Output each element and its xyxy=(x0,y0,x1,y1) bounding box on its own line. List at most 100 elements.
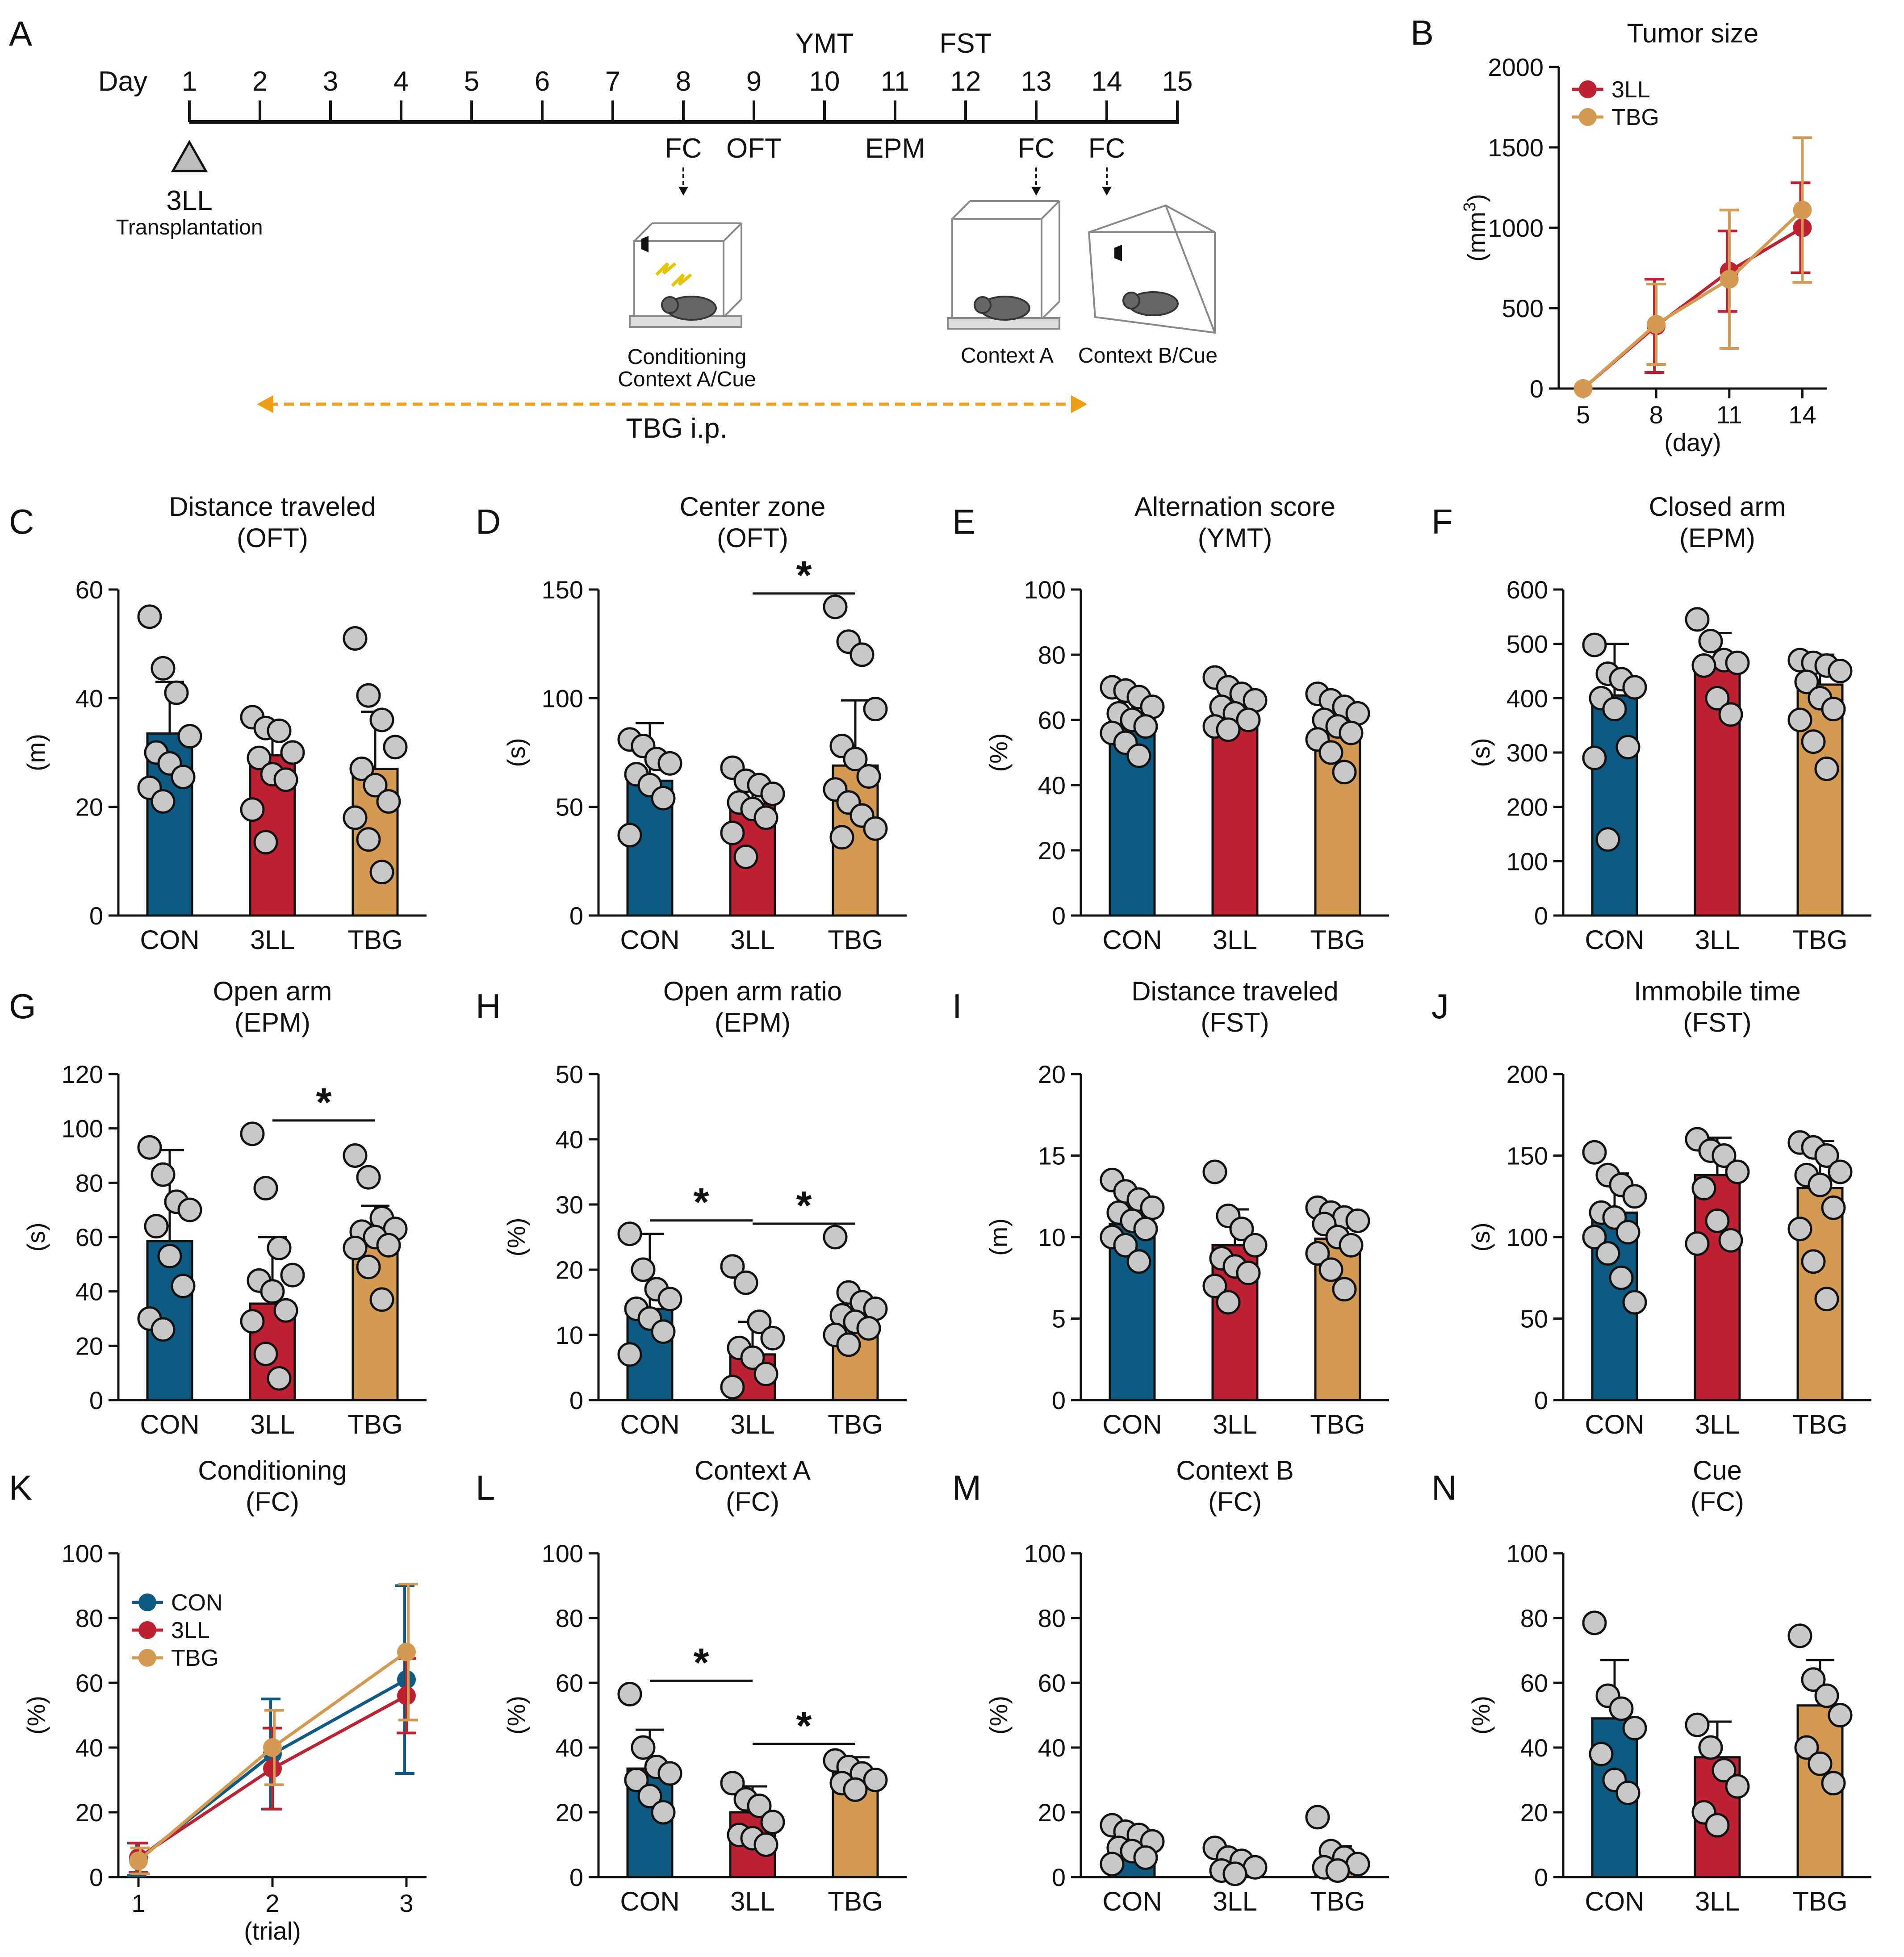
chart-title: Distance traveled xyxy=(169,492,376,522)
chart-title: Open arm ratio xyxy=(663,976,842,1006)
data-point xyxy=(1582,632,1607,657)
transplant-label: 3LL xyxy=(166,185,212,216)
y-tick-label: 20 xyxy=(1038,1798,1066,1827)
data-point xyxy=(369,707,394,732)
data-point xyxy=(823,1225,848,1250)
data-point xyxy=(1140,1195,1165,1220)
tbg-arrow-right-icon xyxy=(1071,395,1088,413)
x-category-label: TBG xyxy=(1310,1409,1365,1439)
data-point xyxy=(1615,1781,1640,1805)
x-category-label: 3LL xyxy=(1695,925,1740,955)
data-point xyxy=(1725,650,1750,675)
legend-label: 3LL xyxy=(171,1618,210,1643)
data-point xyxy=(1332,760,1357,785)
data-point xyxy=(624,1768,649,1792)
data-point xyxy=(1794,1735,1819,1760)
data-point xyxy=(1691,653,1716,678)
data-point xyxy=(1216,717,1241,742)
data-point xyxy=(343,805,368,830)
data-point xyxy=(1595,827,1620,852)
chart-d: D Center zone(OFT) 0 50 100 150 (s) CON 3LL TBG * xyxy=(476,492,907,955)
data-point xyxy=(747,1309,772,1334)
panel-letter: L xyxy=(476,1468,495,1507)
y-tick-label: 80 xyxy=(1038,641,1066,669)
y-axis-label: (s) xyxy=(22,1222,50,1251)
day-tick-label: 9 xyxy=(746,66,762,97)
day-tick-label: 12 xyxy=(950,66,981,97)
y-tick-label: 60 xyxy=(1520,1669,1548,1697)
data-point xyxy=(1216,1290,1241,1315)
x-category-label: TBG xyxy=(1310,925,1365,955)
data-point xyxy=(144,1214,169,1239)
series-point xyxy=(397,1643,416,1662)
x-category-label: TBG xyxy=(1792,925,1847,955)
chart-subtitle: (FST) xyxy=(1683,1008,1751,1037)
tbg-arrow-left-icon xyxy=(257,395,273,413)
data-point xyxy=(1821,1195,1846,1220)
y-tick-label: 80 xyxy=(1520,1604,1548,1632)
y-tick-label: 80 xyxy=(556,1604,583,1632)
series-point xyxy=(263,1738,282,1757)
chart-title: Closed arm xyxy=(1649,492,1786,522)
data-point xyxy=(1685,1231,1710,1256)
x-category-label: CON xyxy=(620,1409,679,1439)
chart-title: Open arm xyxy=(213,976,332,1006)
series-point xyxy=(263,1759,282,1778)
day-tick-label: 7 xyxy=(605,66,620,97)
y-axis-label: (m) xyxy=(22,734,50,771)
panel-letter: E xyxy=(952,502,975,541)
data-point xyxy=(733,845,758,870)
day-tick-label: 10 xyxy=(809,66,840,97)
data-point xyxy=(856,1316,881,1341)
y-axis-label: (%) xyxy=(1467,1696,1495,1735)
x-tick-label: 1 xyxy=(131,1889,145,1917)
x-tick-label: 2 xyxy=(265,1889,279,1917)
data-point xyxy=(829,825,854,850)
y-tick-label: 50 xyxy=(556,793,583,821)
data-point xyxy=(273,767,298,792)
y-tick-label: 60 xyxy=(1038,706,1066,734)
data-point xyxy=(1133,1845,1158,1870)
x-category-label: CON xyxy=(1585,925,1644,955)
x-category-label: CON xyxy=(1585,1886,1644,1916)
legend-label: TBG xyxy=(171,1645,219,1671)
data-point xyxy=(1808,1172,1833,1197)
y-axis-label: (s) xyxy=(502,738,530,767)
data-point xyxy=(349,757,374,781)
data-point xyxy=(651,1319,676,1344)
y-tick-label: 50 xyxy=(556,1060,583,1088)
data-point xyxy=(1602,697,1627,722)
context-a-label: Context A xyxy=(961,344,1054,368)
data-point xyxy=(247,745,272,770)
data-point xyxy=(1787,1217,1812,1242)
data-point xyxy=(1609,1265,1634,1290)
y-tick-label: 0 xyxy=(1534,902,1548,930)
legend-label: CON xyxy=(171,1590,223,1616)
x-axis-label: (day) xyxy=(1664,428,1721,456)
chart-title: Center zone xyxy=(680,492,826,522)
data-point xyxy=(1814,1683,1839,1708)
context-a-chamber-icon xyxy=(947,200,1060,330)
chart-i: I Distance traveled(FST) 0 5 10 15 20 (m) CON 3LL… xyxy=(952,976,1389,1439)
context-b-label: Context B/Cue xyxy=(1078,344,1218,368)
y-tick-label: 100 xyxy=(542,684,583,712)
y-tick-label: 0 xyxy=(89,1386,103,1414)
x-category-label: 3LL xyxy=(1213,1886,1257,1916)
data-point xyxy=(1236,1260,1261,1285)
data-point xyxy=(1685,607,1710,632)
data-point xyxy=(1126,743,1151,768)
y-tick-label: 0 xyxy=(1530,375,1544,403)
x-category-label: 3LL xyxy=(250,925,295,955)
data-point xyxy=(1814,1143,1839,1168)
x-category-label: 3LL xyxy=(730,1409,775,1439)
data-point xyxy=(151,656,176,681)
panel-letter: B xyxy=(1410,13,1434,52)
x-category-label: CON xyxy=(140,925,199,955)
data-point xyxy=(1712,1758,1737,1783)
data-point xyxy=(657,751,682,776)
panel-letter: M xyxy=(952,1468,981,1507)
x-category-label: CON xyxy=(620,1886,679,1916)
y-tick-label: 500 xyxy=(1502,294,1544,322)
data-point xyxy=(1794,669,1819,694)
